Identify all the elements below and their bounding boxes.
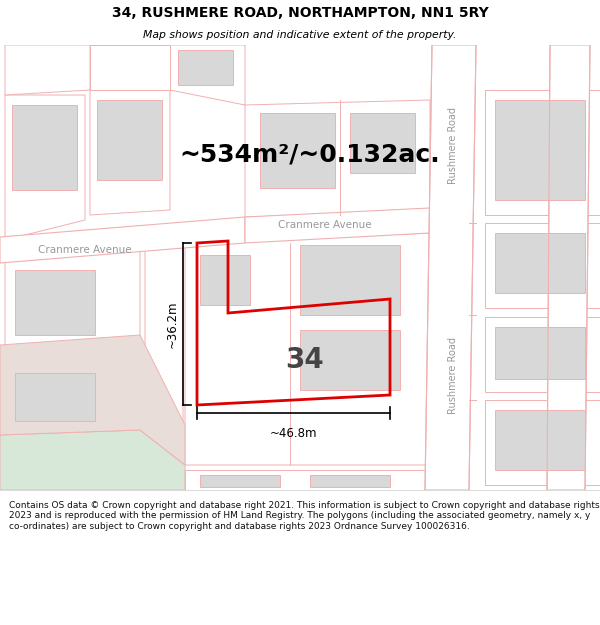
Text: Cranmere Avenue: Cranmere Avenue <box>38 245 132 255</box>
Bar <box>485 90 600 215</box>
Polygon shape <box>5 250 140 360</box>
Polygon shape <box>90 90 170 215</box>
Bar <box>178 50 233 85</box>
Text: 34: 34 <box>286 346 325 374</box>
Text: ~534m²/~0.132ac.: ~534m²/~0.132ac. <box>179 143 440 167</box>
Polygon shape <box>245 100 430 217</box>
Bar <box>260 113 335 188</box>
Bar <box>495 327 585 379</box>
Bar <box>350 113 415 173</box>
Polygon shape <box>245 208 430 243</box>
Bar <box>300 245 400 315</box>
Bar <box>15 373 95 421</box>
Polygon shape <box>170 45 245 105</box>
Text: 34, RUSHMERE ROAD, NORTHAMPTON, NN1 5RY: 34, RUSHMERE ROAD, NORTHAMPTON, NN1 5RY <box>112 6 488 19</box>
Bar <box>12 105 77 190</box>
Polygon shape <box>185 470 432 490</box>
Text: Contains OS data © Crown copyright and database right 2021. This information is : Contains OS data © Crown copyright and d… <box>9 501 599 531</box>
Text: Map shows position and indicative extent of the property.: Map shows position and indicative extent… <box>143 30 457 40</box>
Bar <box>485 223 600 308</box>
Polygon shape <box>547 45 590 490</box>
Polygon shape <box>5 360 140 430</box>
Bar <box>97 100 162 180</box>
Text: ~36.2m: ~36.2m <box>166 300 179 348</box>
Bar <box>310 475 390 487</box>
Polygon shape <box>185 233 432 465</box>
Text: Rushmere Road: Rushmere Road <box>448 336 458 414</box>
Polygon shape <box>0 217 245 263</box>
Polygon shape <box>90 45 170 90</box>
Polygon shape <box>145 243 183 435</box>
Bar <box>15 270 95 335</box>
Text: Cranmere Avenue: Cranmere Avenue <box>278 220 372 230</box>
Polygon shape <box>5 95 85 240</box>
Polygon shape <box>0 430 185 490</box>
Bar <box>495 410 585 470</box>
Text: Rushmere Road: Rushmere Road <box>448 106 458 184</box>
Bar <box>485 317 600 392</box>
Bar <box>200 475 280 487</box>
Bar <box>300 330 400 390</box>
Text: ~46.8m: ~46.8m <box>270 427 317 440</box>
Bar <box>485 400 600 485</box>
Bar <box>495 100 585 200</box>
Polygon shape <box>5 45 90 95</box>
Polygon shape <box>0 335 185 465</box>
Polygon shape <box>425 45 476 490</box>
Bar <box>495 233 585 293</box>
Bar <box>200 255 250 305</box>
